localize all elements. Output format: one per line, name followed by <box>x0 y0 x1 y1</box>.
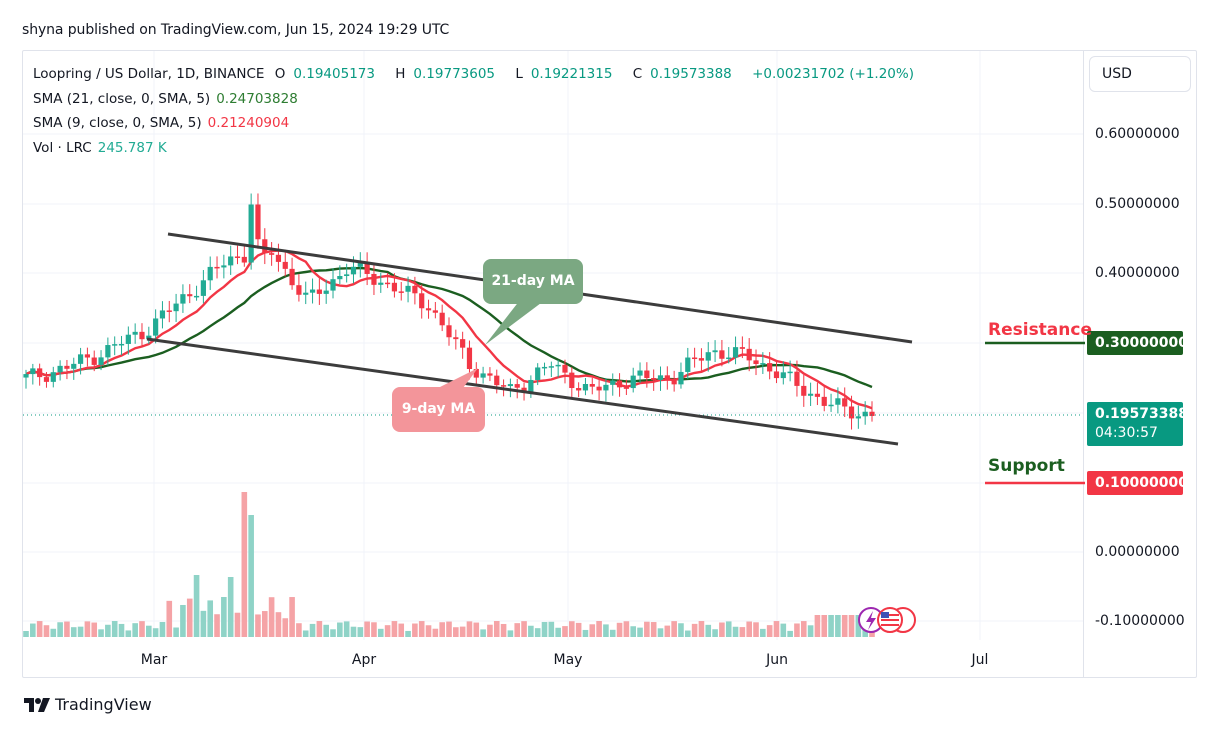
ma21-callout[interactable]: 21-day MA <box>483 259 583 304</box>
chart-frame <box>22 50 1197 678</box>
current-price: 0.19573388 <box>1095 406 1188 422</box>
published-byline: shyna published on TradingView.com, Jun … <box>22 22 450 38</box>
time-label-mar: Mar <box>140 652 168 668</box>
legend-ohlc-row: Loopring / US Dollar, 1D, BINANCE O 0.194… <box>33 66 914 82</box>
resistance-price-tag: 0.30000000 <box>1087 331 1188 355</box>
ma9-callout[interactable]: 9-day MA <box>392 387 485 432</box>
volume-label: Vol · LRC <box>33 139 92 156</box>
price-axis-divider <box>1083 50 1084 678</box>
bar-countdown: 04:30:57 <box>1095 425 1158 441</box>
price-label-0.6: 0.60000000 <box>1095 126 1180 142</box>
support-label: Support <box>988 456 1065 476</box>
symbol-title[interactable]: Loopring / US Dollar, 1D, BINANCE <box>33 66 265 82</box>
resistance-label: Resistance <box>988 320 1092 340</box>
legend-volume-row[interactable]: Vol · LRC 245.787 K <box>33 136 922 161</box>
support-price-tag: 0.10000000 <box>1087 471 1188 495</box>
tradingview-brand[interactable]: TradingView <box>24 695 152 714</box>
legend-sma21-row[interactable]: SMA (21, close, 0, SMA, 5) 0.24703828 <box>33 87 922 112</box>
price-label-0.5: 0.50000000 <box>1095 196 1180 212</box>
sma21-value: 0.24703828 <box>216 90 298 107</box>
chart-legend: Loopring / US Dollar, 1D, BINANCE O 0.194… <box>33 62 922 160</box>
change-value: +0.00231702 (+1.20%) <box>752 66 914 82</box>
price-label-0.0: 0.00000000 <box>1095 544 1180 560</box>
sma21-label: SMA (21, close, 0, SMA, 5) <box>33 90 211 107</box>
sma9-label: SMA (9, close, 0, SMA, 5) <box>33 115 202 131</box>
tradingview-logo-icon <box>24 697 50 712</box>
time-label-jun: Jun <box>766 652 788 668</box>
volume-value: 245.787 K <box>97 139 167 156</box>
sma9-value: 0.21240904 <box>207 115 290 131</box>
high-value: 0.19773605 <box>413 66 496 82</box>
time-label-jul: Jul <box>971 652 989 668</box>
time-label-apr: Apr <box>351 652 377 668</box>
price-label-0.4: 0.40000000 <box>1095 265 1180 281</box>
legend-sma9-row[interactable]: SMA (9, close, 0, SMA, 5) 0.21240904 <box>33 111 922 136</box>
economic-events-icons[interactable] <box>858 607 916 633</box>
currency-button[interactable]: USD <box>1089 56 1191 92</box>
brand-name: TradingView <box>55 695 152 714</box>
close-value: 0.19573388 <box>650 66 732 82</box>
low-value: 0.19221315 <box>530 66 613 82</box>
price-label-neg0.1: -0.10000000 <box>1095 613 1185 629</box>
current-price-tag: 0.19573388 04:30:57 <box>1087 402 1188 446</box>
time-label-may: May <box>553 652 583 668</box>
open-value: 0.19405173 <box>293 66 375 82</box>
